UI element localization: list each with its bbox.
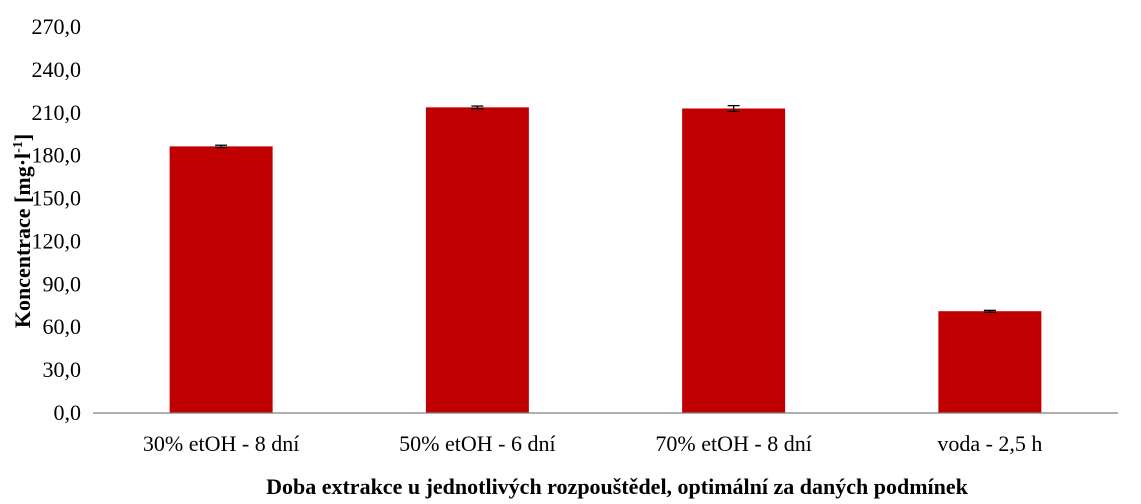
x-tick-label: voda - 2,5 h — [937, 431, 1042, 456]
y-axis-title-main: Koncentrace [mg·l — [10, 153, 35, 328]
error-bar — [471, 105, 484, 110]
y-axis-ticks: 0,0 30,0 60,0 90,0 120,0 150,0 180,0 210,0 240,0… — [32, 14, 82, 425]
x-tick-label: 70% etOH - 8 dní — [655, 431, 811, 456]
y-tick-label: 120,0 — [32, 228, 82, 253]
x-tick-label: 30% etOH - 8 dní — [143, 431, 299, 456]
y-axis-title-end: ] — [10, 134, 35, 141]
bar — [938, 311, 1042, 413]
error-bar — [983, 309, 996, 313]
bars-group — [169, 107, 1042, 413]
bar — [425, 107, 529, 413]
error-bars-group — [215, 104, 996, 313]
y-tick-label: 180,0 — [32, 143, 82, 168]
y-tick-label: 150,0 — [32, 186, 82, 211]
bar — [682, 108, 786, 413]
error-bar — [727, 104, 740, 112]
x-tick-label: 50% etOH - 6 dní — [399, 431, 555, 456]
y-tick-label: 30,0 — [43, 357, 82, 382]
y-tick-label: 210,0 — [32, 100, 82, 125]
y-tick-label: 60,0 — [43, 314, 82, 339]
y-tick-label: 270,0 — [32, 14, 82, 39]
y-tick-label: 0,0 — [54, 400, 82, 425]
x-axis-ticks: 30% etOH - 8 dní 50% etOH - 6 dní 70% etOH… — [143, 431, 1043, 456]
y-tick-label: 240,0 — [32, 57, 82, 82]
y-axis-title: Koncentrace [mg·l-1] — [10, 134, 35, 328]
bar — [169, 146, 273, 413]
error-bar — [215, 144, 228, 149]
x-axis-title: Doba extrakce u jednotlivých rozpouštěde… — [266, 474, 969, 499]
y-axis-title-sup: -1 — [11, 141, 26, 153]
y-tick-label: 90,0 — [43, 271, 82, 296]
